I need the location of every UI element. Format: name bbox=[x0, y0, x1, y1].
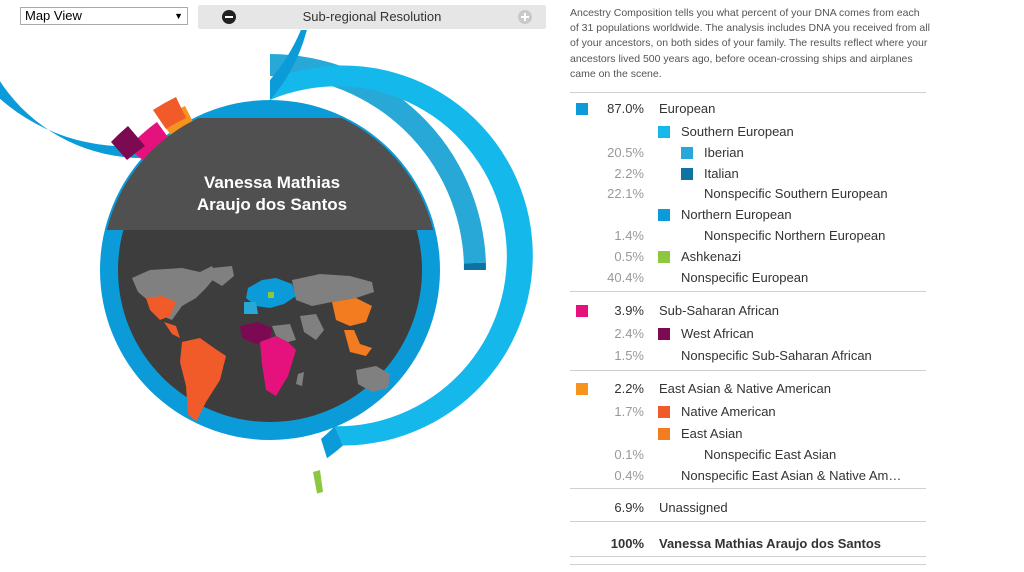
resolution-label: Sub-regional Resolution bbox=[302, 9, 442, 24]
ancestry-row[interactable]: 1.4% Nonspecific Northern European bbox=[570, 226, 926, 246]
row-percent: 0.4% bbox=[614, 468, 644, 483]
ring-italian[interactable] bbox=[463, 262, 486, 270]
ring-northern-european[interactable] bbox=[321, 426, 343, 459]
row-label: East Asian & Native American bbox=[659, 381, 831, 396]
row-label: Nonspecific East Asian bbox=[704, 447, 837, 462]
ring-ashkenazi[interactable] bbox=[313, 470, 323, 494]
zoom-out-resolution-button[interactable] bbox=[222, 10, 236, 24]
row-percent: 3.9% bbox=[614, 303, 644, 318]
resolution-control: Sub-regional Resolution bbox=[198, 5, 546, 29]
ancestry-row[interactable]: 22.1% Nonspecific Southern European bbox=[570, 184, 926, 204]
row-label: Vanessa Mathias Araujo dos Santos bbox=[659, 536, 882, 551]
row-percent: 2.4% bbox=[614, 326, 644, 341]
row-label: Nonspecific Sub-Saharan African bbox=[681, 348, 872, 363]
color-swatch-icon bbox=[576, 305, 588, 317]
table-divider bbox=[570, 370, 926, 371]
ancestry-row[interactable]: 1.5% Nonspecific Sub-Saharan African bbox=[570, 346, 926, 366]
ring-west-african[interactable] bbox=[111, 126, 145, 160]
sunburst-svg: Vanessa Mathias Araujo dos Santos bbox=[0, 30, 533, 494]
ancestry-row[interactable]: Northern European bbox=[570, 205, 926, 225]
ancestry-row[interactable]: 87.0% European bbox=[570, 99, 926, 119]
ancestry-row[interactable]: 100% Vanessa Mathias Araujo dos Santos bbox=[570, 534, 926, 554]
ancestry-row[interactable]: Southern European bbox=[570, 122, 926, 142]
ancestry-row[interactable]: 2.2% East Asian & Native American bbox=[570, 379, 926, 399]
table-divider bbox=[570, 564, 926, 565]
ancestry-row[interactable]: 20.5% Iberian bbox=[570, 143, 926, 163]
row-percent: 40.4% bbox=[607, 270, 644, 285]
color-swatch-icon bbox=[576, 383, 588, 395]
row-percent: 1.4% bbox=[614, 228, 644, 243]
row-label: Iberian bbox=[704, 145, 744, 160]
ancestry-row[interactable]: 1.7% Native American bbox=[570, 402, 926, 422]
table-divider bbox=[570, 488, 926, 489]
row-label: Southern European bbox=[681, 124, 794, 139]
ancestry-row[interactable]: 2.4% West African bbox=[570, 324, 926, 344]
ancestry-row[interactable]: 3.9% Sub-Saharan African bbox=[570, 301, 926, 321]
color-swatch-icon bbox=[658, 251, 670, 263]
table-divider bbox=[570, 92, 926, 93]
person-name-line1: Vanessa Mathias bbox=[204, 173, 340, 192]
row-label: Nonspecific European bbox=[681, 270, 809, 285]
table-divider bbox=[570, 291, 926, 292]
ancestry-row[interactable]: 0.5% Ashkenazi bbox=[570, 247, 926, 267]
world-map bbox=[132, 266, 390, 422]
table-divider bbox=[570, 556, 926, 557]
row-label: West African bbox=[681, 326, 754, 341]
color-swatch-icon bbox=[681, 168, 693, 180]
table-divider bbox=[570, 521, 926, 522]
row-label: Native American bbox=[681, 404, 776, 419]
row-percent: 2.2% bbox=[614, 381, 644, 396]
ancestry-row[interactable]: East Asian bbox=[570, 424, 926, 444]
row-percent: 2.2% bbox=[614, 166, 644, 181]
view-select-value: Map View bbox=[25, 8, 82, 23]
row-label: European bbox=[659, 101, 716, 116]
dropdown-arrow-icon: ▼ bbox=[174, 11, 183, 21]
color-swatch-icon bbox=[658, 406, 670, 418]
row-label: Nonspecific Northern European bbox=[704, 228, 886, 243]
row-percent: 1.7% bbox=[614, 404, 644, 419]
ring-native-american[interactable] bbox=[153, 97, 186, 129]
color-swatch-icon bbox=[658, 428, 670, 440]
row-label: Nonspecific Southern European bbox=[704, 186, 888, 201]
ancestry-row[interactable]: 0.4% Nonspecific East Asian & Native Am… bbox=[570, 466, 926, 486]
row-label: Unassigned bbox=[659, 500, 728, 515]
row-label: Italian bbox=[704, 166, 739, 181]
row-percent: 87.0% bbox=[607, 101, 644, 116]
ancestry-row[interactable]: 0.1% Nonspecific East Asian bbox=[570, 445, 926, 465]
color-swatch-icon bbox=[658, 328, 670, 340]
row-percent: 100% bbox=[610, 536, 644, 551]
ancestry-sunburst: Vanessa Mathias Araujo dos Santos bbox=[0, 30, 560, 572]
ancestry-description: Ancestry Composition tells you what perc… bbox=[570, 7, 930, 80]
person-name-line2: Araujo dos Santos bbox=[197, 195, 347, 214]
map-view-select[interactable]: Map View ▼ bbox=[20, 7, 188, 25]
row-label: East Asian bbox=[681, 426, 743, 441]
zoom-in-resolution-button[interactable] bbox=[518, 10, 532, 24]
row-label: Sub-Saharan African bbox=[659, 303, 779, 318]
color-swatch-icon bbox=[681, 147, 693, 159]
ancestry-row[interactable]: 6.9% Unassigned bbox=[570, 498, 926, 518]
row-percent: 0.5% bbox=[614, 249, 644, 264]
row-label: Ashkenazi bbox=[681, 249, 741, 264]
ancestry-row[interactable]: 2.2% Italian bbox=[570, 164, 926, 184]
row-percent: 1.5% bbox=[614, 348, 644, 363]
row-label: Northern European bbox=[681, 207, 792, 222]
row-label: Nonspecific East Asian & Native Am… bbox=[681, 468, 902, 483]
ring-sub-saharan[interactable] bbox=[128, 122, 170, 162]
color-swatch-icon bbox=[576, 103, 588, 115]
row-percent: 6.9% bbox=[614, 500, 644, 515]
ancestry-row[interactable]: 40.4% Nonspecific European bbox=[570, 268, 926, 288]
row-percent: 20.5% bbox=[607, 145, 644, 160]
color-swatch-icon bbox=[658, 209, 670, 221]
row-percent: 22.1% bbox=[607, 186, 644, 201]
color-swatch-icon bbox=[658, 126, 670, 138]
row-percent: 0.1% bbox=[614, 447, 644, 462]
